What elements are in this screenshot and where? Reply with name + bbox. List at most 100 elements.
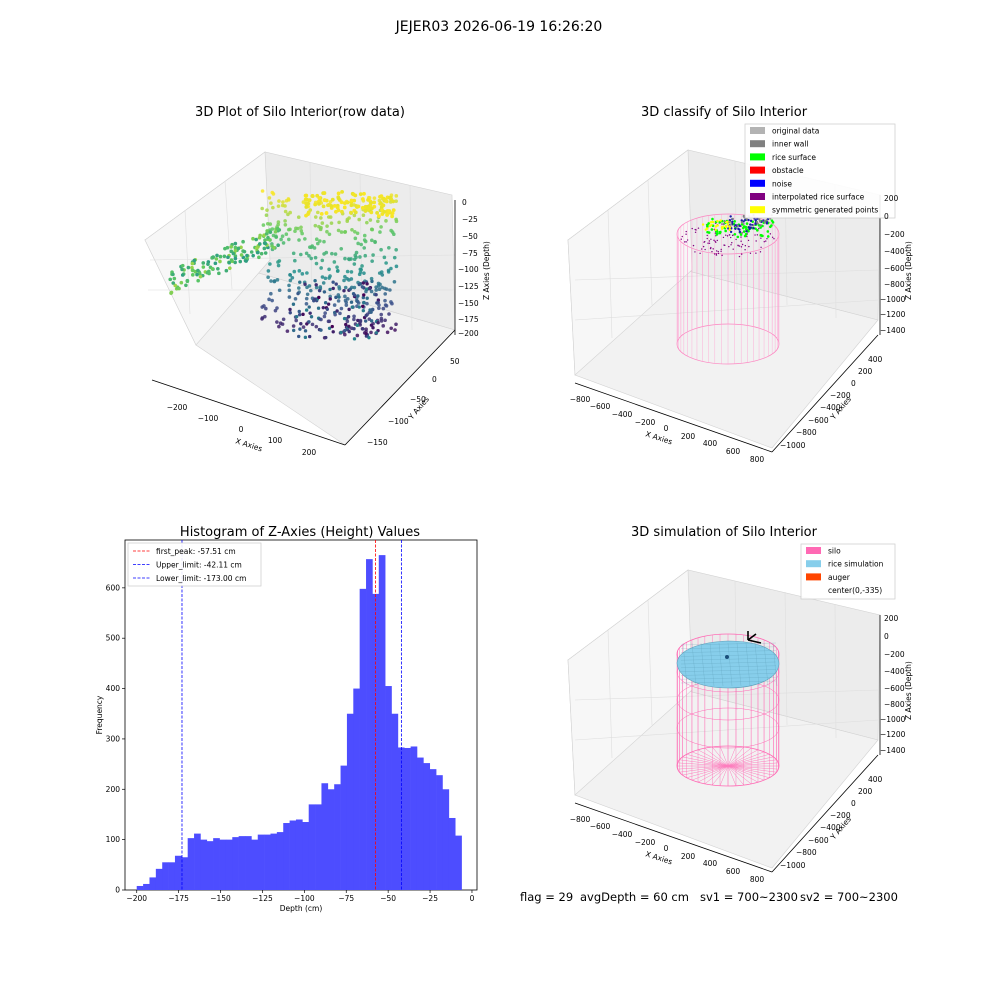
raw-ztick: −150 — [458, 299, 479, 308]
histogram-bar — [219, 839, 227, 890]
classify-silo-cylinder — [676, 213, 780, 365]
simulation-rice-surface — [676, 640, 780, 689]
simulation-xtick: −200 — [635, 838, 656, 847]
classify-legend-swatch — [750, 179, 765, 187]
classify-legend-swatch — [750, 193, 765, 200]
histogram-legend: first_peak: -57.51 cm Upper_limit: -42.11… — [127, 542, 262, 587]
raw-ztick: −75 — [462, 249, 478, 258]
simulation-ztick: −400 — [884, 667, 905, 676]
histogram-bar — [302, 822, 310, 890]
histogram-bar — [162, 862, 169, 890]
simulation-legend-label: rice simulation — [828, 560, 884, 569]
simulation-ytick: −400 — [820, 823, 841, 832]
histogram-bar — [181, 857, 188, 890]
figure-suptitle: JEJER03 2026-06-19 16:26:20 — [395, 19, 603, 35]
classify-legend-label: obstacle — [772, 166, 804, 175]
classify-ztick: −200 — [884, 230, 905, 239]
panel-classify-title: 3D classify of Silo Interior — [641, 105, 808, 120]
histogram-bar — [136, 885, 144, 890]
classify-xtick: 200 — [681, 432, 696, 441]
simulation-ztick: −200 — [884, 650, 905, 659]
histogram-xlabel: Depth (cm) — [280, 904, 323, 913]
raw-ztick: 0 — [462, 198, 467, 207]
simulation-legend-label: center(0,-335) — [828, 586, 882, 595]
histogram-bar — [168, 862, 176, 890]
histogram-bar — [283, 823, 290, 890]
raw-ztick-labels: 0 −25 −50 −75 −100 −125 −150 −175 −200 — [458, 198, 479, 338]
histogram-bar — [378, 555, 386, 890]
histogram-bar — [200, 839, 208, 890]
simulation-legend-label: silo — [828, 547, 841, 556]
histogram-ytick-label: 0 — [115, 886, 120, 895]
classify-xtick: 0 — [664, 424, 669, 433]
simulation-ytick: −1000 — [780, 861, 806, 870]
histogram-bar — [423, 763, 431, 890]
classify-xtick: −600 — [590, 402, 611, 411]
classify-ztick: −400 — [884, 247, 905, 256]
histogram-xtick-label: −175 — [168, 894, 189, 903]
raw-ytick: −100 — [388, 417, 409, 426]
simulation-ytick: −200 — [830, 811, 851, 820]
histogram-bar — [397, 747, 405, 890]
raw-point-cloud — [168, 189, 399, 341]
classify-legend-label: interpolated rice surface — [772, 193, 865, 202]
histogram-bar — [232, 837, 239, 890]
raw-ztick: −200 — [458, 329, 479, 338]
panel-raw-title: 3D Plot of Silo Interior(row data) — [195, 105, 405, 120]
raw-ytick: 50 — [450, 357, 460, 366]
histogram-ytick-label: 100 — [106, 835, 121, 844]
histogram-legend-label: Lower_limit: -173.00 cm — [156, 574, 246, 583]
classify-legend-swatch — [750, 166, 765, 174]
histogram-bar — [321, 783, 329, 890]
histogram-bar — [436, 775, 443, 890]
classify-ztick: −800 — [884, 280, 905, 289]
simulation-legend: silo rice simulation auger center(0,-335) — [800, 543, 896, 600]
simulation-ztick: 200 — [884, 614, 899, 623]
histogram-title: Histogram of Z-Axies (Height) Values — [180, 525, 420, 540]
histogram-bar — [308, 804, 316, 890]
simulation-xlabel: X Axies — [644, 849, 673, 866]
histogram-bar — [346, 713, 354, 890]
classify-ztick: 0 — [884, 212, 889, 221]
raw-xtick: 100 — [268, 436, 283, 445]
raw-ztick: −25 — [462, 215, 478, 224]
classify-ytick: 200 — [858, 367, 873, 376]
raw-ztick: −100 — [458, 265, 479, 274]
simulation-legend-swatch — [806, 547, 821, 554]
histogram-ytick-label: 600 — [106, 583, 121, 592]
histogram-ytick-label: 400 — [106, 684, 121, 693]
simulation-ztick: −1400 — [880, 746, 906, 755]
histogram-bar — [238, 836, 246, 890]
classify-legend-swatch — [750, 153, 765, 161]
simulation-ytick: 400 — [868, 775, 883, 784]
histogram-legend-label: Upper_limit: -42.11 cm — [156, 561, 242, 570]
histogram-bar — [174, 855, 182, 890]
histogram-bar — [416, 757, 424, 890]
raw-zlabel: Z Axies (Depth) — [482, 241, 491, 300]
classify-ytick: 0 — [851, 379, 856, 388]
classify-xtick: −200 — [635, 418, 656, 427]
raw-xtick-labels: −200 −100 0 100 200 — [167, 403, 317, 457]
simulation-legend-swatch — [806, 560, 821, 568]
histogram-bar — [143, 883, 150, 890]
status-footer: flag = 29 avgDepth = 60 cm sv1 = 700~230… — [520, 890, 898, 904]
raw-ytick: −150 — [367, 438, 388, 447]
histogram-bar — [251, 839, 259, 890]
histogram-bar — [270, 833, 278, 890]
histogram-xtick-label: 0 — [470, 894, 475, 903]
simulation-xtick: −400 — [612, 830, 633, 839]
classify-xtick: 800 — [750, 455, 765, 464]
histogram-bar — [410, 746, 418, 890]
panel-raw-data: 3D Plot of Silo Interior(row data) −200 … — [144, 105, 491, 457]
simulation-ztick: −1200 — [880, 730, 906, 739]
classify-ztick: −1200 — [880, 310, 906, 319]
raw-ytick: −50 — [410, 395, 426, 404]
raw-xtick: −200 — [167, 403, 188, 412]
classify-ytick: 400 — [868, 355, 883, 364]
histogram-bar — [448, 817, 456, 890]
flag-readout: flag = 29 — [520, 890, 573, 904]
raw-ztick: −125 — [458, 282, 479, 291]
histogram-ytick-label: 300 — [106, 734, 121, 743]
histogram-bar — [372, 593, 380, 890]
histogram-xtick-label: −75 — [338, 894, 354, 903]
